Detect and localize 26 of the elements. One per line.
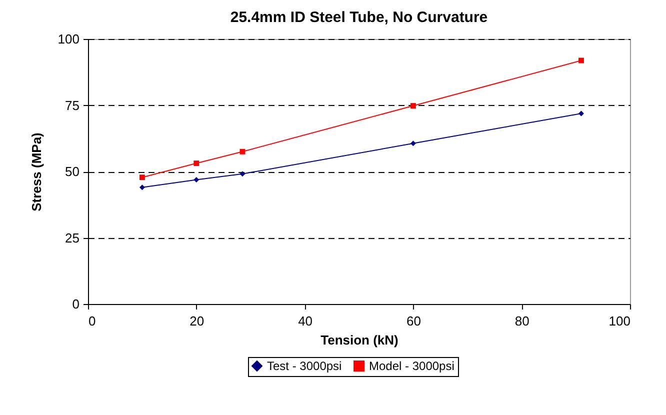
legend-label: Test - 3000psi (267, 359, 342, 373)
point (578, 110, 584, 116)
point (240, 148, 246, 154)
point (410, 103, 416, 109)
y-tick-label: 25 (65, 230, 80, 246)
y-axis-title: Stress (MPa) (28, 132, 44, 212)
point (240, 171, 246, 177)
point (194, 160, 200, 166)
point (139, 184, 145, 190)
y-tick-label: 100 (58, 32, 80, 46)
point (578, 58, 584, 64)
x-axis-title: Tension (kN) (320, 332, 398, 348)
chart-title: 25.4mm ID Steel Tube, No Curvature (230, 9, 488, 26)
x-tick-label: 0 (88, 314, 96, 328)
x-tick-label: 20 (190, 314, 204, 328)
x-tick-label: 80 (514, 314, 530, 328)
point (194, 176, 200, 182)
point (139, 174, 145, 180)
x-tick-label: 100 (608, 314, 630, 328)
x-tick-label: 40 (298, 314, 313, 328)
y-tick-label: 75 (65, 98, 80, 113)
legend-label: Model - 3000psi (369, 359, 454, 373)
point (410, 140, 416, 146)
y-tick-label: 0 (72, 296, 80, 312)
y-tick-label: 50 (65, 164, 80, 179)
x-tick-label: 60 (406, 314, 421, 328)
